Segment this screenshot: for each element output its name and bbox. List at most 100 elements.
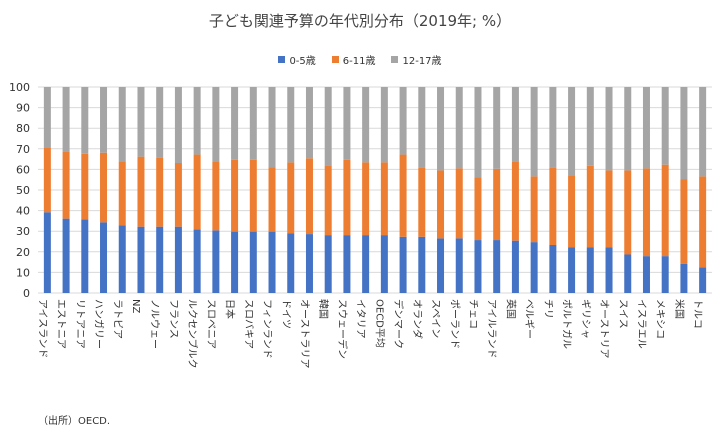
bar-segment-6-11歳 xyxy=(418,167,426,237)
x-tick-label: 日本 xyxy=(224,299,237,319)
x-tick-label: 韓国 xyxy=(317,299,329,319)
legend-swatch xyxy=(278,56,286,63)
bar-segment-12-17歳 xyxy=(549,87,557,168)
bar-segment-6-11歳 xyxy=(493,168,501,241)
x-tick-label: スウェーデン xyxy=(336,299,349,359)
bar-segment-0-5歳 xyxy=(549,245,557,293)
bar-segment-6-11歳 xyxy=(455,168,463,239)
bar-segment-12-17歳 xyxy=(418,87,426,168)
x-tick-label: ラトビア xyxy=(111,299,123,339)
bar-segment-0-5歳 xyxy=(231,231,239,293)
bar-segment-12-17歳 xyxy=(493,87,501,169)
x-tick-label: ハンガリー xyxy=(93,299,105,349)
x-tick-label: トルコ xyxy=(692,299,703,329)
bar-segment-0-5歳 xyxy=(474,240,482,293)
x-tick-label: 英国 xyxy=(504,299,517,319)
bar-segment-6-11歳 xyxy=(530,176,538,243)
bar-segment-12-17歳 xyxy=(305,87,313,159)
x-tick-label: ベルギー xyxy=(523,299,535,339)
bar-segment-12-17歳 xyxy=(699,87,707,177)
bar-segment-0-5歳 xyxy=(605,247,613,293)
bar-segment-12-17歳 xyxy=(642,87,650,169)
legend: 0-5歳 6-11歳 12-17歳 xyxy=(0,52,720,67)
bar-segment-12-17歳 xyxy=(62,87,70,152)
bar-segment-0-5歳 xyxy=(118,225,126,293)
x-tick-label: スイス xyxy=(617,299,628,329)
bar-segment-6-11歳 xyxy=(324,165,332,236)
x-tick-label: ドイツ xyxy=(280,299,291,329)
bar-segment-12-17歳 xyxy=(568,87,576,176)
bar-segment-0-5歳 xyxy=(380,235,388,293)
bar-segment-12-17歳 xyxy=(530,87,538,177)
bar-segment-0-5歳 xyxy=(287,233,295,293)
bar-segment-6-11歳 xyxy=(268,167,276,232)
x-tick-label: 米国 xyxy=(673,299,686,319)
bar-segment-6-11歳 xyxy=(380,162,388,236)
bar-segment-0-5歳 xyxy=(568,247,576,293)
y-tick-label: 90 xyxy=(16,102,30,115)
bar-segment-0-5歳 xyxy=(174,226,182,293)
legend-item-12-17: 12-17歳 xyxy=(391,52,442,67)
x-tick-label: ルクセンブルク xyxy=(186,299,199,369)
bar-segment-0-5歳 xyxy=(212,230,220,293)
bar-segment-12-17歳 xyxy=(212,87,220,162)
x-tick-label: OECD平均 xyxy=(373,299,385,348)
x-tick-label: ノルウェー xyxy=(149,299,161,349)
bar-segment-6-11歳 xyxy=(231,159,239,232)
bar-segment-6-11歳 xyxy=(81,153,89,220)
bar-segment-0-5歳 xyxy=(399,236,407,293)
x-tick-label: アイルランド xyxy=(486,299,498,359)
legend-item-6-11: 6-11歳 xyxy=(331,52,376,67)
x-tick-label: リトアニア xyxy=(74,299,85,349)
x-tick-label: メキシコ xyxy=(654,299,665,339)
bar-segment-12-17歳 xyxy=(287,87,295,163)
legend-label: 12-17歳 xyxy=(402,56,442,67)
bar-segment-12-17歳 xyxy=(380,87,388,163)
x-tick-label: フィンランド xyxy=(261,299,273,359)
bar-segment-12-17歳 xyxy=(474,87,482,178)
bar-segment-6-11歳 xyxy=(118,161,126,226)
bar-segment-0-5歳 xyxy=(680,263,688,293)
y-tick-label: 50 xyxy=(16,184,30,197)
bar-segment-0-5歳 xyxy=(437,238,445,293)
bar-segment-0-5歳 xyxy=(62,218,70,293)
bar-segment-0-5歳 xyxy=(362,235,370,293)
bar-segment-12-17歳 xyxy=(324,87,332,166)
bar-segment-0-5歳 xyxy=(137,226,145,293)
x-tick-label: ポルトガル xyxy=(561,299,573,349)
y-tick-label: 100 xyxy=(9,81,30,94)
x-tick-label: オランダ xyxy=(411,299,424,339)
bar-segment-12-17歳 xyxy=(118,87,126,162)
bar-segment-0-5歳 xyxy=(530,242,538,293)
y-tick-label: 80 xyxy=(16,122,30,135)
bar-segment-12-17歳 xyxy=(605,87,613,171)
bar-segment-6-11歳 xyxy=(137,156,145,227)
bar-segment-6-11歳 xyxy=(511,161,519,241)
bar-segment-0-5歳 xyxy=(699,267,707,293)
bar-segment-6-11歳 xyxy=(174,163,182,227)
bar-segment-6-11歳 xyxy=(699,176,707,268)
x-tick-label: チェコ xyxy=(467,299,479,329)
bar-segment-12-17歳 xyxy=(268,87,276,168)
y-tick-label: 20 xyxy=(16,246,30,259)
bar-segment-6-11歳 xyxy=(399,154,407,237)
bar-segment-12-17歳 xyxy=(624,87,632,171)
bar-segment-12-17歳 xyxy=(661,87,669,165)
y-tick-label: 10 xyxy=(16,266,30,279)
source-note: （出所）OECD. xyxy=(38,416,111,427)
bar-segment-6-11歳 xyxy=(62,151,70,219)
bar-segment-6-11歳 xyxy=(212,161,220,231)
bar-segment-6-11歳 xyxy=(100,152,108,223)
bar-segment-6-11歳 xyxy=(642,168,650,257)
bar-segment-6-11歳 xyxy=(287,162,295,234)
x-tick-label: エストニア xyxy=(55,299,66,349)
bar-segment-12-17歳 xyxy=(680,87,688,180)
legend-label: 6-11歳 xyxy=(342,56,376,67)
bar-segment-0-5歳 xyxy=(81,219,89,293)
legend-label: 0-5歳 xyxy=(289,56,316,67)
bar-segment-12-17歳 xyxy=(43,87,51,148)
bar-segment-12-17歳 xyxy=(137,87,145,157)
bar-segment-6-11歳 xyxy=(343,159,351,236)
bar-segment-0-5歳 xyxy=(100,222,108,293)
